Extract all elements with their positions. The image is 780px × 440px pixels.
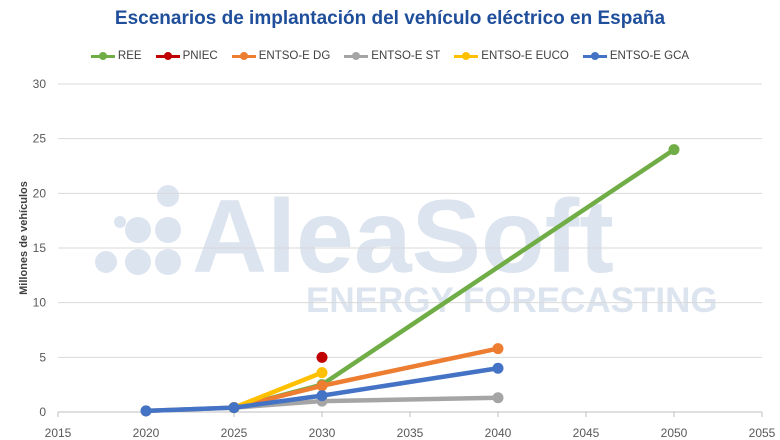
- data-point-entso-e-dg: [492, 343, 504, 355]
- legend-label: ENTSO-E GCA: [609, 50, 690, 62]
- y-tick-label: 10: [33, 296, 47, 310]
- data-point-entso-e-st: [492, 392, 504, 404]
- x-tick-label: 2030: [309, 426, 336, 440]
- y-tick-label: 0: [39, 405, 46, 419]
- x-tick-label: 2015: [45, 426, 72, 440]
- legend-swatch-icon: [344, 51, 369, 61]
- legend: REE PNIEC ENTSO-E DG ENTSO-E ST ENTSO-E EUCO…: [0, 50, 780, 62]
- y-tick-label: 30: [33, 77, 47, 91]
- y-tick-label: 15: [33, 241, 47, 255]
- legend-item-pniec: PNIEC: [155, 50, 218, 62]
- data-point-ree: [668, 144, 680, 156]
- x-tick-label: 2020: [133, 426, 160, 440]
- series-pniec: [316, 351, 328, 363]
- legend-label: REE: [117, 50, 142, 62]
- y-tick-label: 20: [33, 186, 47, 200]
- grid: [58, 83, 762, 358]
- legend-item-entso-e-st: ENTSO-E ST: [344, 50, 440, 62]
- data-point-pniec: [316, 351, 328, 363]
- watermark-brand: AleaSoft: [192, 179, 614, 295]
- legend-label: ENTSO-E EUCO: [481, 50, 569, 62]
- x-tick-label: 2040: [485, 426, 512, 440]
- watermark-dots-icon: [95, 185, 181, 275]
- x-tick-label: 2025: [221, 426, 248, 440]
- y-tick-label: 25: [33, 132, 47, 146]
- x-tick-label: 2035: [397, 426, 424, 440]
- series-layer: [140, 144, 680, 417]
- legend-label: ENTSO-E ST: [371, 50, 441, 62]
- legend-swatch-icon: [582, 51, 607, 61]
- y-tick-label: 5: [39, 350, 46, 364]
- legend-item-entso-e-gca: ENTSO-E GCA: [582, 50, 690, 62]
- chart-title: Escenarios de implantación del vehículo …: [114, 8, 666, 29]
- watermark-tagline: ENERGY FORECASTING: [306, 281, 718, 320]
- x-tick-label: 2055: [749, 426, 776, 440]
- x-tick-label: 2045: [573, 426, 600, 440]
- legend-label: PNIEC: [182, 50, 218, 62]
- legend-swatch-icon: [231, 51, 256, 61]
- series-entso-e-gca: [140, 362, 504, 417]
- data-point-entso-e-gca: [228, 402, 240, 414]
- data-point-entso-e-gca: [492, 362, 504, 374]
- legend-item-entso-e-dg: ENTSO-E DG: [231, 50, 331, 62]
- x-tick-label: 2050: [661, 426, 688, 440]
- data-point-entso-e-euco: [316, 367, 328, 379]
- legend-swatch-icon: [90, 51, 115, 61]
- legend-swatch-icon: [155, 51, 180, 61]
- watermark: AleaSoft ENERGY FORECASTING: [95, 179, 718, 320]
- data-point-entso-e-dg: [316, 380, 328, 392]
- legend-item-entso-e-euco: ENTSO-E EUCO: [454, 50, 569, 62]
- series-line-entso-e-euco: [231, 370, 325, 410]
- legend-label: ENTSO-E DG: [258, 50, 331, 62]
- data-point-entso-e-gca: [140, 405, 152, 417]
- legend-swatch-icon: [454, 51, 479, 61]
- series-line-entso-e-gca: [143, 366, 501, 414]
- legend-item-ree: REE: [90, 50, 142, 62]
- data-point-entso-e-gca: [316, 390, 328, 402]
